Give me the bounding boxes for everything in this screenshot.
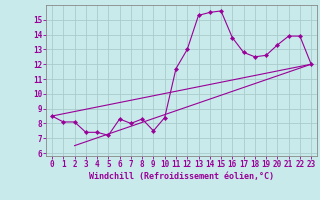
X-axis label: Windchill (Refroidissement éolien,°C): Windchill (Refroidissement éolien,°C): [89, 172, 274, 181]
